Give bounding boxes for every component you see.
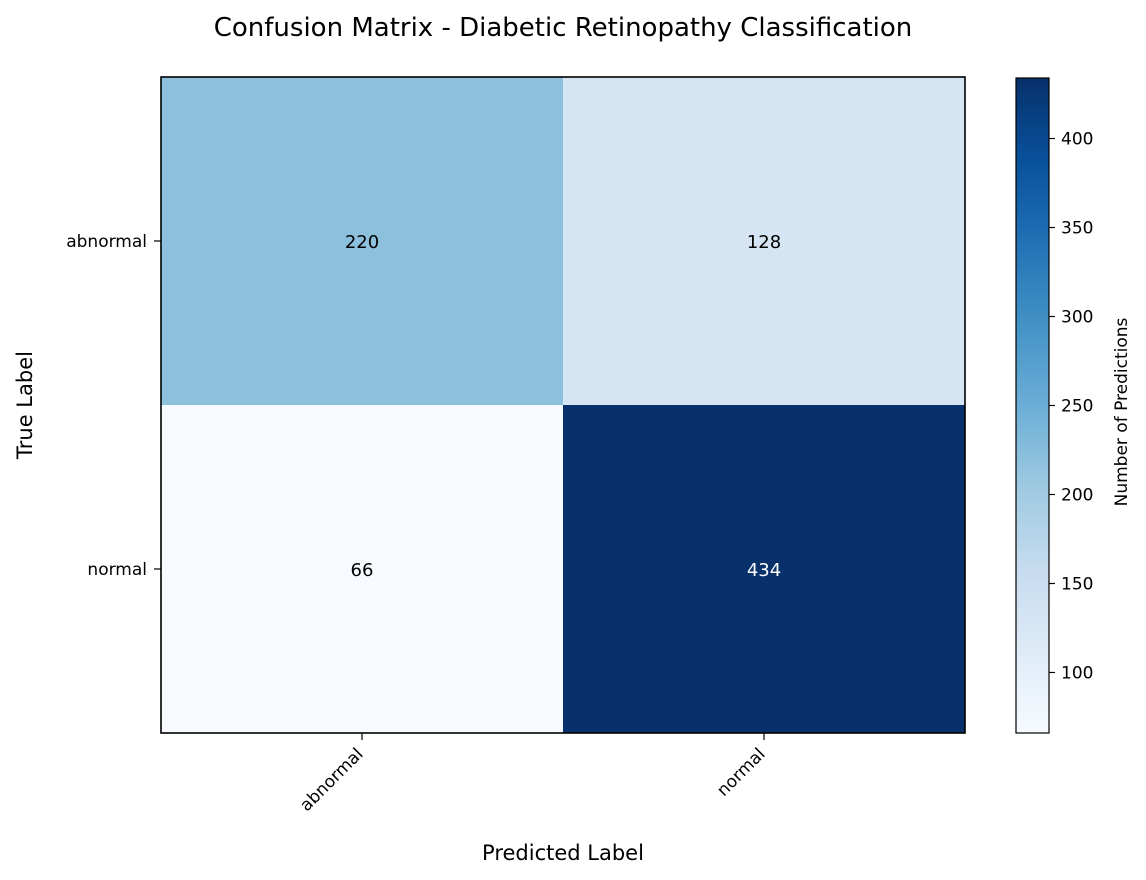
heatmap-cell: [563, 77, 965, 405]
colorbar-tick-label: 300: [1061, 308, 1093, 328]
colorbar-tick-label: 350: [1061, 219, 1093, 239]
cell-value-label: 434: [747, 560, 781, 581]
heatmap-cell: [161, 77, 563, 405]
heatmap-cells: [161, 77, 965, 733]
x-axis-label: Predicted Label: [482, 841, 644, 865]
cell-value-label: 66: [351, 560, 374, 581]
y-tick-label: abnormal: [66, 232, 147, 252]
cell-value-label: 128: [747, 232, 781, 253]
colorbar-tick-label: 100: [1061, 663, 1093, 683]
colorbar-tick-label: 150: [1061, 574, 1093, 594]
colorbar-tick-label: 250: [1061, 397, 1093, 417]
y-axis-ticks: abnormal normal: [66, 232, 161, 580]
cell-value-label: 220: [345, 232, 379, 253]
x-tick-label: normal: [713, 744, 769, 800]
heatmap-cell-labels: 220 128 66 434: [345, 232, 781, 581]
colorbar-tick-label: 200: [1061, 485, 1093, 505]
colorbar: [1015, 77, 1050, 734]
y-axis-label: True Label: [13, 351, 37, 460]
colorbar-tick-label: 400: [1061, 130, 1093, 150]
y-tick-label: normal: [87, 560, 147, 580]
x-axis-ticks: abnormal normal: [296, 733, 770, 816]
x-tick-label: abnormal: [296, 744, 367, 815]
heatmap-cell: [563, 405, 965, 733]
colorbar-ticks: 100 150 200 250 300 350 400: [1049, 130, 1093, 683]
plot-frame: [160, 76, 966, 734]
chart-title: Confusion Matrix - Diabetic Retinopathy …: [214, 13, 913, 43]
colorbar-label: Number of Predictions: [1112, 317, 1132, 506]
heatmap-cell: [161, 405, 563, 733]
